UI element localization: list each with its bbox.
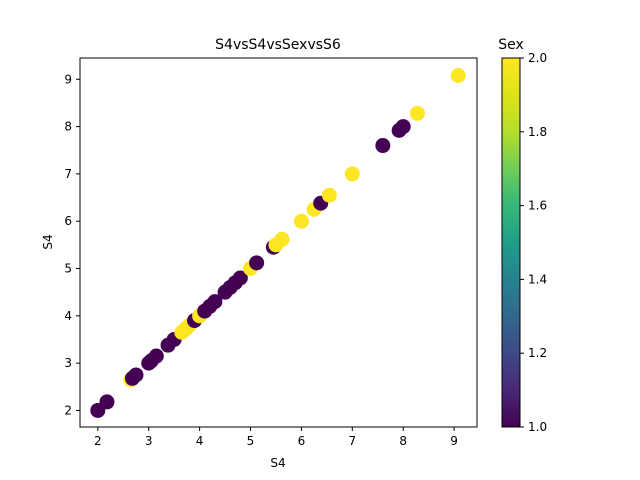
colorbar-tick-label: 2.0	[528, 51, 547, 65]
colorbar-tick-label: 1.4	[528, 272, 547, 286]
colorbar-tick-label: 1.6	[528, 199, 547, 213]
colorbar	[501, 57, 521, 428]
x-tick-label: 5	[247, 434, 255, 448]
data-point	[99, 394, 115, 410]
data-point	[232, 270, 248, 286]
y-tick-label: 3	[64, 356, 72, 370]
x-tick-label: 8	[399, 434, 407, 448]
data-point	[395, 119, 411, 135]
data-point	[274, 231, 290, 247]
x-tick-label: 4	[196, 434, 204, 448]
points-layer	[90, 68, 466, 418]
y-axis-label: S4	[41, 234, 55, 249]
y-axis: 2 3 4 5 6 7 8 9	[64, 72, 80, 417]
y-tick-label: 9	[64, 72, 72, 86]
y-tick-label: 2	[64, 403, 72, 417]
data-point	[207, 294, 223, 310]
x-tick-label: 2	[94, 434, 102, 448]
y-tick-label: 6	[64, 214, 72, 228]
chart-title: S4vsS4vsSexvsS6	[215, 37, 341, 53]
data-point	[249, 255, 265, 271]
y-tick-label: 5	[64, 262, 72, 276]
data-point	[409, 105, 425, 121]
data-point	[450, 68, 466, 83]
colorbar-tick-label: 1.2	[528, 346, 547, 360]
colorbar-axis: 1.0 1.2 1.4 1.6 1.8 2.0	[520, 51, 547, 434]
data-point	[148, 348, 164, 364]
y-tick-label: 7	[64, 167, 72, 181]
colorbar-tick-label: 1.8	[528, 125, 547, 139]
colorbar-tick-label: 1.0	[528, 420, 547, 434]
colorbar-label: Sex	[498, 37, 524, 53]
x-tick-label: 9	[450, 434, 458, 448]
data-point	[293, 213, 309, 229]
x-tick-label: 3	[145, 434, 153, 448]
x-tick-label: 7	[348, 434, 356, 448]
data-point	[344, 166, 360, 182]
data-point	[375, 138, 391, 154]
x-axis-label: S4	[270, 456, 285, 470]
x-tick-label: 6	[298, 434, 306, 448]
data-point	[321, 187, 337, 203]
plot-frame	[79, 57, 478, 428]
y-tick-label: 4	[64, 309, 72, 323]
x-axis: 2 3 4 5 6 7 8 9	[94, 427, 458, 448]
data-point	[128, 367, 144, 383]
y-tick-label: 8	[64, 120, 72, 134]
